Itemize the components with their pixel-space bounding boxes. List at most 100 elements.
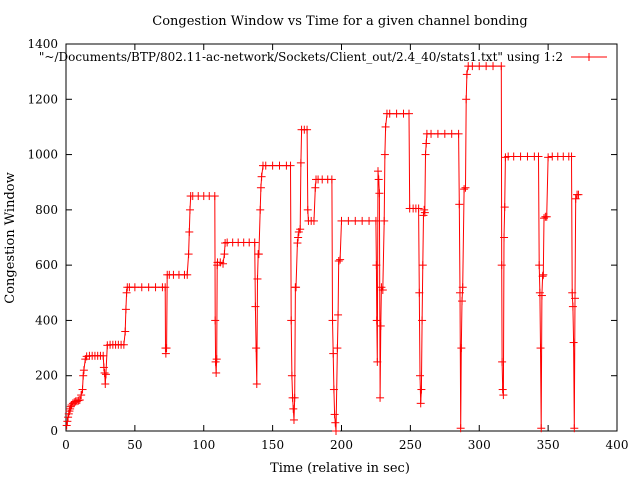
data-point: [161, 283, 170, 292]
data-point: [151, 283, 160, 292]
data-point: [78, 385, 87, 394]
x-axis-label: Time (relative in sec): [270, 461, 410, 476]
data-point: [535, 261, 544, 270]
data-point: [374, 175, 383, 184]
data-point: [458, 297, 467, 306]
x-tick-label: 350: [537, 438, 560, 452]
data-point: [499, 391, 508, 400]
data-point: [482, 62, 491, 71]
data-point: [101, 380, 110, 389]
y-tick-label: 600: [35, 258, 58, 272]
data-point: [290, 393, 299, 402]
y-tick-label: 400: [35, 313, 58, 327]
data-point: [371, 216, 380, 225]
y-axis-label: Congestion Window: [3, 172, 18, 304]
data-point: [256, 205, 265, 214]
data-point: [489, 62, 498, 71]
data-point: [333, 344, 342, 353]
data-point: [544, 153, 553, 162]
data-point: [420, 208, 429, 217]
data-point: [99, 351, 108, 360]
data-point: [380, 150, 389, 159]
data-point: [456, 424, 465, 433]
data-point: [161, 349, 170, 358]
data-point: [122, 288, 131, 297]
data-point: [475, 62, 484, 71]
data-point: [64, 413, 73, 422]
data-point: [373, 357, 382, 366]
x-tick-label: 0: [62, 438, 70, 452]
data-point: [211, 316, 220, 325]
data-point: [358, 216, 367, 225]
data-point: [219, 259, 228, 268]
data-point: [99, 363, 108, 372]
data-point: [461, 183, 470, 192]
data-point: [334, 256, 343, 265]
data-point: [328, 316, 337, 325]
data-point: [63, 417, 72, 426]
y-tick-label: 1400: [27, 37, 58, 51]
chart-title: Congestion Window vs Time for a given ch…: [152, 14, 527, 29]
data-point: [458, 283, 467, 292]
data-point: [137, 283, 146, 292]
data-point: [571, 194, 580, 203]
data-point: [293, 239, 302, 248]
data-point: [497, 261, 506, 270]
data-point: [372, 261, 381, 270]
data-point: [250, 238, 259, 247]
data-point: [381, 122, 390, 131]
legend-label: "~/Documents/BTP/802.11-ac-network/Socke…: [39, 50, 563, 64]
data-point: [427, 129, 436, 138]
data-point: [462, 70, 471, 79]
data-point: [294, 233, 303, 242]
data-point: [184, 250, 193, 259]
data-point: [537, 424, 546, 433]
data-point: [119, 340, 128, 349]
data-point: [62, 421, 71, 430]
y-axis: 0 200 400 600 800 1000 1200 1400: [27, 37, 617, 438]
data-point: [523, 152, 532, 161]
series-line: [66, 65, 579, 432]
data-point: [462, 95, 471, 104]
data-point: [303, 125, 312, 134]
data-point: [536, 344, 545, 353]
data-point: [392, 109, 401, 118]
data-point: [498, 357, 507, 366]
data-point: [130, 283, 139, 292]
data-point: [351, 216, 360, 225]
data-point: [221, 239, 230, 248]
data-point: [454, 129, 463, 138]
data-point: [254, 250, 263, 259]
data-point: [460, 185, 469, 194]
x-tick-label: 50: [127, 438, 142, 452]
y-tick-label: 1000: [27, 148, 58, 162]
data-point: [296, 158, 305, 167]
data-point: [374, 167, 383, 176]
data-point: [344, 216, 353, 225]
data-point: [121, 327, 130, 336]
data-point: [311, 183, 320, 192]
data-point: [378, 286, 387, 295]
data-point: [500, 203, 509, 212]
data-point: [509, 152, 518, 161]
data-point: [287, 316, 296, 325]
data-point: [121, 305, 130, 314]
data-point: [296, 225, 305, 234]
data-point: [66, 402, 75, 411]
data-point: [375, 189, 384, 198]
data-point: [421, 150, 430, 159]
data-point: [567, 152, 576, 161]
data-point: [336, 255, 345, 264]
data-point: [570, 424, 579, 433]
data-point: [257, 172, 266, 181]
data-point: [251, 302, 260, 311]
data-point: [220, 250, 229, 259]
data-point: [287, 371, 296, 380]
data-point: [329, 349, 338, 358]
data-point: [568, 288, 577, 297]
data-point: [365, 216, 374, 225]
x-tick-label: 150: [261, 438, 284, 452]
data-point: [292, 283, 301, 292]
data-point: [309, 216, 318, 225]
